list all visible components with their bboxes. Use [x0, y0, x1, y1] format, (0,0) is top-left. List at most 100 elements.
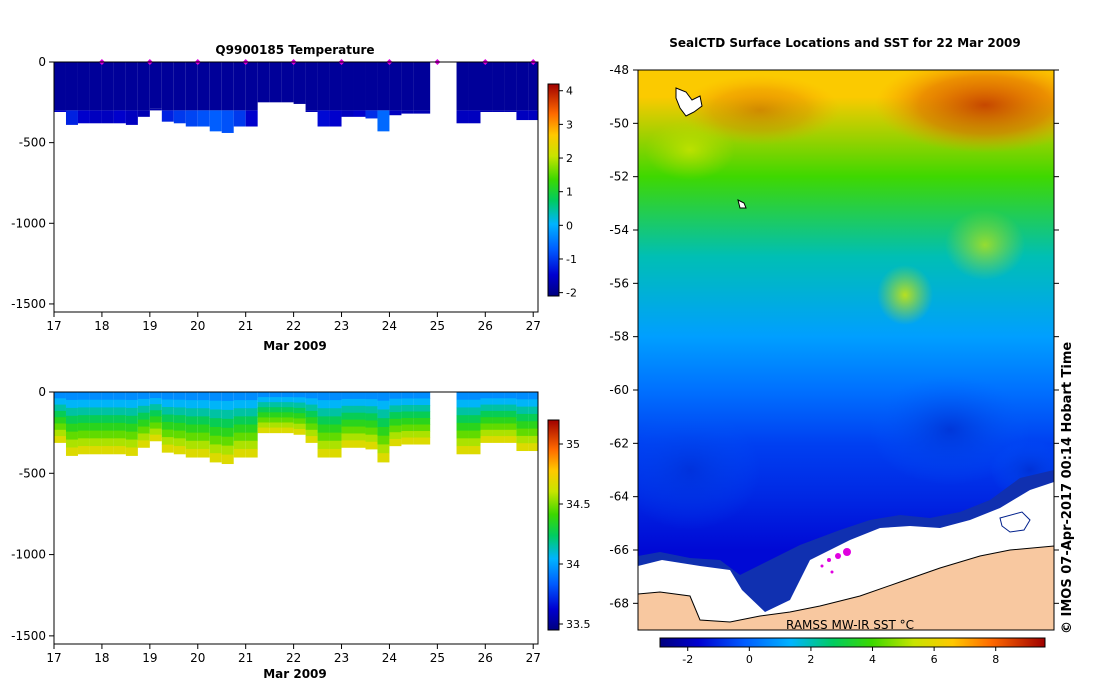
profile-cell — [329, 416, 342, 426]
profile-cell — [185, 110, 198, 127]
x-tick-label: 27 — [526, 319, 541, 333]
sst-colorbar — [659, 637, 1046, 648]
profile-cell — [125, 110, 138, 125]
profile-cell — [365, 406, 378, 414]
profile-cell — [113, 110, 126, 124]
profile-cell — [233, 448, 246, 458]
profile-cell — [468, 446, 481, 455]
profile-cell — [89, 399, 102, 408]
profile-cell — [516, 413, 529, 422]
profile-cell — [341, 405, 354, 414]
sst-tick-c-label: 4 — [869, 653, 876, 666]
profile-cell — [413, 411, 431, 419]
profile-cell — [456, 438, 469, 447]
profile-cell — [269, 62, 282, 103]
profile-cell — [413, 424, 431, 432]
colorbar-tick-label: 0 — [566, 219, 573, 232]
profile-cell — [161, 399, 174, 408]
profile-cell — [504, 62, 517, 111]
profile-cell — [281, 407, 294, 413]
profile-cell — [341, 392, 354, 400]
profile-cell — [329, 110, 342, 127]
x-tick-label: 18 — [94, 651, 109, 665]
profile-cell — [365, 413, 378, 421]
profile-cell — [77, 62, 90, 111]
profile-cell — [329, 424, 342, 434]
profile-cell — [365, 434, 378, 443]
x-tick-label: 23 — [334, 651, 349, 665]
profile-cell — [161, 414, 174, 423]
profile-cell — [54, 410, 66, 418]
profile-cell — [456, 430, 469, 439]
profile-cell — [185, 440, 198, 450]
profile-cell — [173, 438, 186, 447]
profile-cell — [137, 440, 150, 448]
profile-cell — [281, 392, 294, 398]
profile-cell — [401, 437, 414, 445]
profile-cell — [113, 392, 126, 401]
profile-cell — [401, 62, 414, 111]
profile-cell — [341, 398, 354, 407]
profile-cell — [221, 436, 234, 447]
profile-cell — [528, 392, 538, 400]
profile-cell — [401, 411, 414, 419]
y-tick-label: -1000 — [11, 548, 46, 562]
profile-cell — [137, 392, 150, 400]
profile-cell — [528, 421, 538, 430]
profile-cell — [305, 398, 318, 406]
profile-cell — [209, 392, 222, 402]
profile-cell — [185, 392, 198, 401]
profile-cell — [468, 392, 481, 401]
seal-surface-locations — [820, 548, 851, 574]
ice-shelf-front — [999, 511, 1031, 533]
profile-cell — [492, 110, 505, 112]
profile-cell — [492, 62, 505, 111]
profile-cell — [317, 440, 330, 450]
profile-cell — [329, 62, 342, 111]
profile-cell — [269, 402, 282, 408]
profile-cell — [305, 410, 318, 418]
profile-cell — [101, 110, 114, 124]
profile-cell — [329, 440, 342, 450]
profile-cell — [413, 418, 431, 426]
temperature-colorbar-ticks: -2 -1 0 1 2 3 4 — [559, 85, 577, 300]
profile-cell — [221, 400, 234, 411]
profile-cell — [281, 402, 294, 408]
profile-cell — [528, 399, 538, 408]
profile-cell — [149, 108, 162, 111]
profile-cell — [353, 110, 366, 117]
profile-cell — [528, 413, 538, 422]
profile-cell — [125, 392, 138, 401]
profile-cell — [197, 62, 210, 111]
lat-tick-label: -52 — [609, 170, 629, 184]
profile-cell — [137, 62, 150, 111]
profile-cell — [329, 392, 342, 401]
profile-cell — [173, 422, 186, 432]
profile-cell — [77, 407, 90, 416]
profile-cell — [197, 408, 210, 417]
profile-cell — [113, 62, 126, 111]
profile-cell — [516, 392, 529, 400]
profile-cell — [161, 422, 174, 431]
profile-cell — [389, 418, 402, 427]
temperature-y-axis: 0 -500 -1000 -1500 — [11, 55, 54, 311]
profile-cell — [137, 412, 150, 421]
colorbar-tick-label: 34 — [566, 558, 580, 571]
profile-cell — [113, 430, 126, 439]
profile-cell — [89, 110, 102, 124]
profile-cell — [257, 62, 270, 103]
profile-cell — [317, 392, 330, 401]
profile-cell — [401, 424, 414, 432]
profile-cell — [353, 433, 366, 441]
salinity-x-axis-label: Mar 2009 — [263, 667, 327, 681]
profile-cell — [77, 422, 90, 432]
profile-cell — [269, 412, 282, 418]
salinity-colorbar — [547, 419, 560, 631]
profile-cell — [221, 62, 234, 111]
profile-cell — [317, 424, 330, 434]
profile-cell — [125, 439, 138, 448]
profile-cell — [149, 62, 162, 109]
profile-cell — [377, 418, 390, 428]
lat-tick-label: -64 — [609, 490, 629, 504]
profile-cell — [389, 412, 402, 420]
